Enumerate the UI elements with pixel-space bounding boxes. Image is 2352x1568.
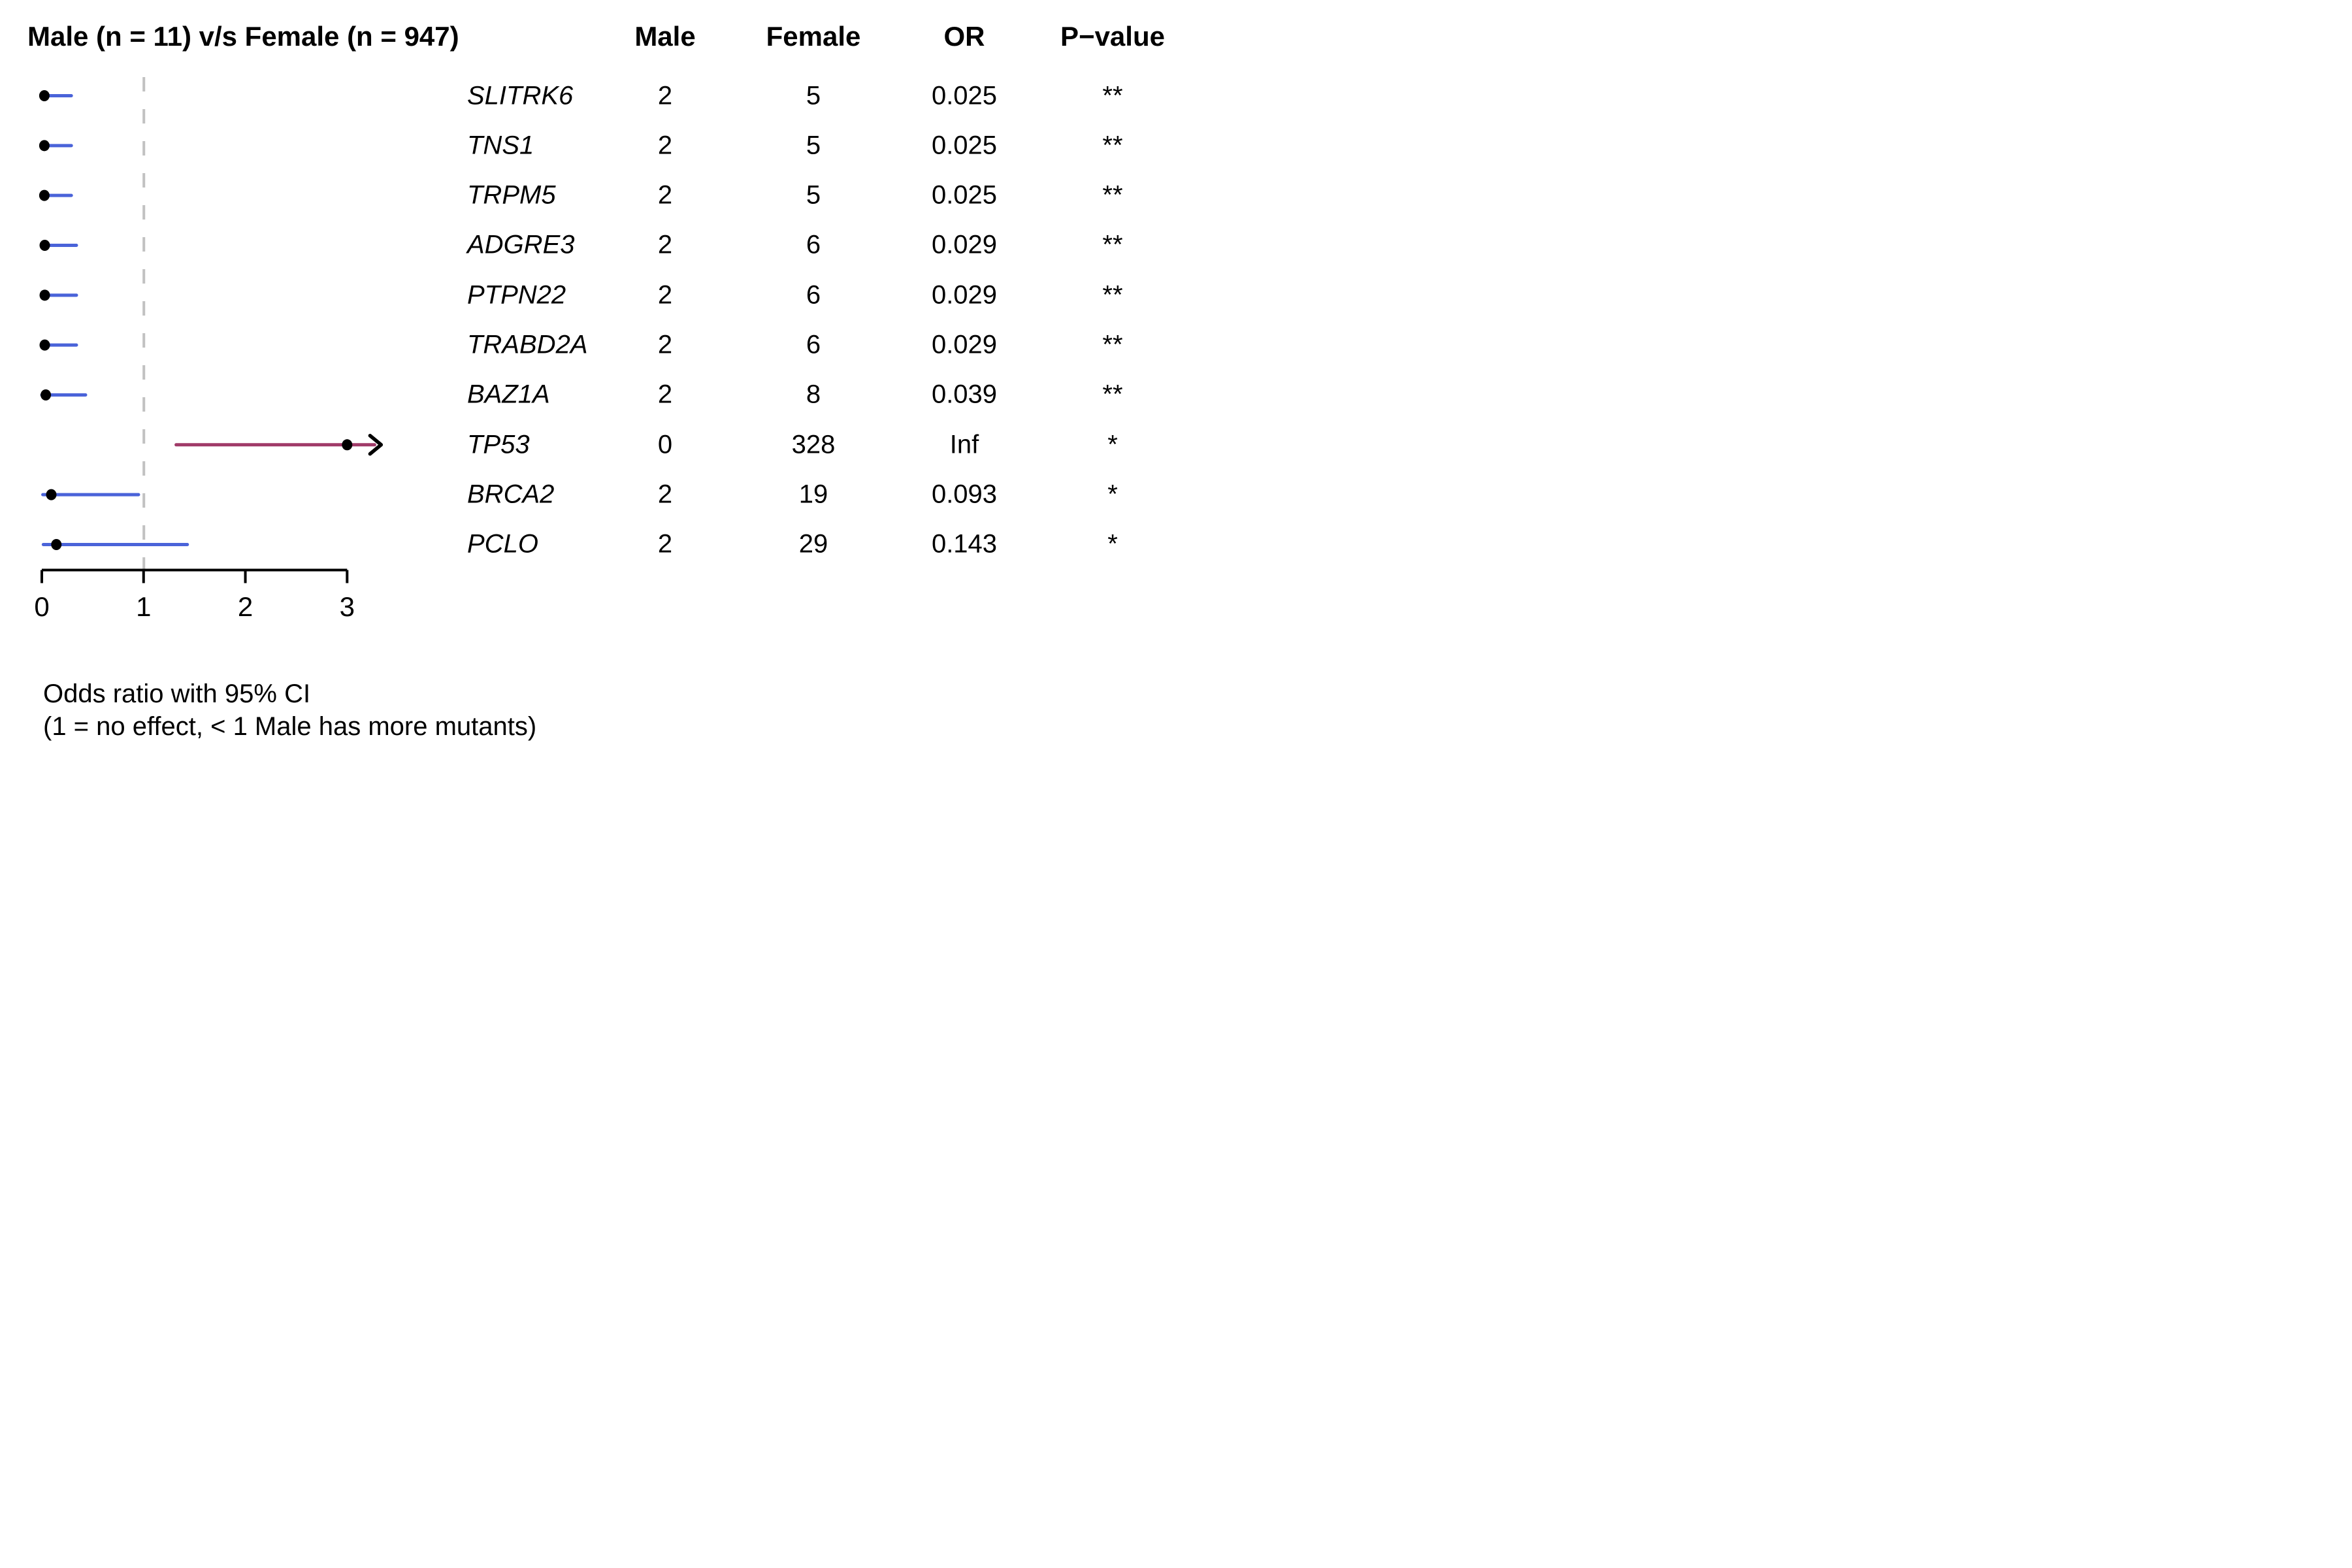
male-count: 2 [657, 180, 673, 210]
female-count: 5 [806, 180, 821, 210]
female-count: 6 [806, 230, 821, 259]
significance: * [1107, 529, 1118, 559]
column-header-male: Male [634, 21, 696, 52]
odds-ratio-dot [51, 538, 62, 550]
gene-label: BAZ1A [467, 380, 550, 409]
figure-title: Male (n = 11) v/s Female (n = 947) [27, 21, 459, 52]
gene-label: TRABD2A [467, 330, 588, 359]
male-count: 0 [657, 430, 673, 459]
male-count: 2 [657, 81, 673, 110]
significance: ** [1102, 330, 1123, 359]
significance: * [1107, 430, 1118, 459]
male-count: 2 [657, 230, 673, 259]
male-count: 2 [657, 131, 673, 160]
odds-ratio-dot [39, 189, 50, 201]
odds-ratio-dot [41, 389, 52, 400]
female-count: 5 [806, 81, 821, 110]
female-count: 6 [806, 330, 821, 359]
odds-ratio-dot [39, 289, 50, 301]
odds-ratio: 0.029 [931, 330, 998, 359]
odds-ratio: 0.025 [931, 131, 998, 160]
odds-ratio: 0.143 [931, 529, 998, 559]
odds-ratio: 0.093 [931, 480, 998, 509]
odds-ratio: 0.029 [931, 230, 998, 259]
male-count: 2 [657, 280, 673, 310]
odds-ratio: 0.025 [931, 81, 998, 110]
gene-label: TRPM5 [467, 180, 556, 210]
significance: ** [1102, 180, 1123, 210]
column-header-or: OR [943, 21, 985, 52]
gene-label: PCLO [467, 529, 538, 559]
odds-ratio-dot [39, 90, 50, 101]
odds-ratio-dot [39, 140, 50, 152]
female-count: 328 [791, 430, 836, 459]
significance: ** [1102, 380, 1123, 409]
gene-label: BRCA2 [467, 480, 555, 509]
female-count: 5 [806, 131, 821, 160]
column-header-pvalue: P−value [1060, 21, 1165, 52]
female-count: 19 [798, 480, 828, 509]
significance: ** [1102, 81, 1123, 110]
male-count: 2 [657, 330, 673, 359]
x-tick-label: 2 [237, 591, 253, 622]
significance: ** [1102, 230, 1123, 259]
gene-label: TNS1 [467, 131, 534, 160]
gene-label: SLITRK6 [467, 81, 574, 110]
odds-ratio-dot [342, 439, 353, 451]
caption-line-1: Odds ratio with 95% CI [43, 679, 311, 708]
x-tick-label: 1 [136, 591, 152, 622]
male-count: 2 [657, 480, 673, 509]
arrow-right-icon [368, 434, 384, 456]
odds-ratio-dot [46, 489, 57, 500]
odds-ratio-dot [39, 339, 50, 351]
female-count: 6 [806, 280, 821, 310]
odds-ratio: 0.039 [931, 380, 998, 409]
x-tick-label: 0 [34, 591, 50, 622]
male-count: 2 [657, 529, 673, 559]
odds-ratio: 0.029 [931, 280, 998, 310]
odds-ratio: Inf [949, 430, 979, 459]
forest-plot-canvas [39, 77, 384, 583]
significance: * [1107, 480, 1118, 509]
gene-label: PTPN22 [467, 280, 566, 310]
odds-ratio-dot [39, 239, 50, 251]
forest-plot-figure: Male (n = 11) v/s Female (n = 947) Male … [0, 0, 1176, 784]
odds-ratio: 0.025 [931, 180, 998, 210]
column-header-female: Female [766, 21, 861, 52]
x-tick-label: 3 [339, 591, 355, 622]
gene-label: TP53 [467, 430, 530, 459]
male-count: 2 [657, 380, 673, 409]
significance: ** [1102, 280, 1123, 310]
caption-line-2: (1 = no effect, < 1 Male has more mutant… [43, 712, 537, 741]
female-count: 8 [806, 380, 821, 409]
significance: ** [1102, 131, 1123, 160]
gene-label: ADGRE3 [467, 230, 575, 259]
female-count: 29 [798, 529, 828, 559]
